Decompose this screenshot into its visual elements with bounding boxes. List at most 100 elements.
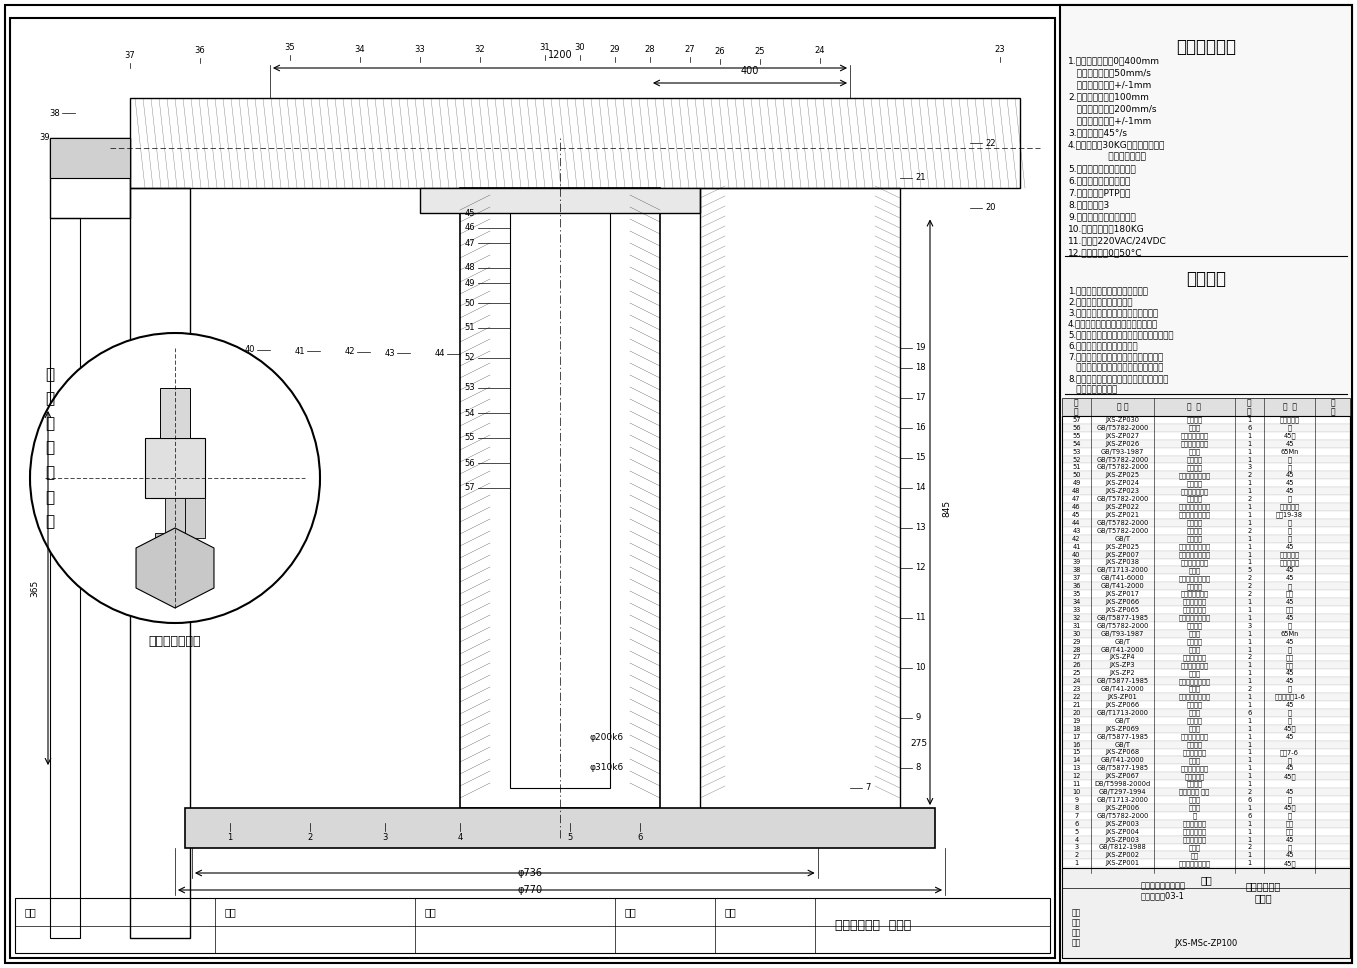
Text: 曲平块导向体: 曲平块导向体 — [1182, 607, 1206, 614]
Text: GB/T: GB/T — [1114, 718, 1130, 724]
Text: 能指标进行检查。: 能指标进行检查。 — [1068, 385, 1117, 394]
Text: 液压缸体: 液压缸体 — [1186, 416, 1202, 423]
Text: 40: 40 — [244, 346, 255, 354]
Text: 铸件液压缸: 铸件液压缸 — [1280, 560, 1300, 565]
Text: 1: 1 — [1247, 766, 1251, 771]
Circle shape — [30, 333, 320, 623]
Text: 1: 1 — [1075, 861, 1079, 866]
Text: 1.水平伸缩位移：0～400mm: 1.水平伸缩位移：0～400mm — [1068, 56, 1160, 65]
Bar — [145, 438, 205, 498]
Text: 双油管: 双油管 — [1189, 425, 1201, 431]
Text: GB/T: GB/T — [1114, 639, 1130, 645]
Bar — [1063, 621, 1350, 630]
Text: JXS-MSc-ZP100: JXS-MSc-ZP100 — [1174, 939, 1238, 948]
Text: 7: 7 — [864, 783, 870, 793]
Text: 51: 51 — [464, 323, 475, 332]
Text: 845: 845 — [942, 499, 951, 517]
Text: 钢: 钢 — [1288, 496, 1292, 502]
Text: 45钢: 45钢 — [1284, 804, 1296, 811]
Text: 32: 32 — [475, 45, 486, 54]
Text: 53: 53 — [464, 383, 475, 392]
Text: 10: 10 — [1072, 789, 1080, 795]
Text: 扁平导角台架: 扁平导角台架 — [1182, 829, 1206, 835]
Text: 曲杆管体: 曲杆管体 — [1186, 702, 1202, 709]
Text: 重复定位精度：+/-1mm: 重复定位精度：+/-1mm — [1068, 116, 1151, 125]
Text: GB/T5877-1985: GB/T5877-1985 — [1096, 615, 1148, 620]
Text: 40: 40 — [1072, 552, 1080, 558]
Text: 钢: 钢 — [1288, 812, 1292, 819]
Text: 钢: 钢 — [1288, 456, 1292, 463]
Text: 12: 12 — [915, 563, 925, 572]
Text: 33: 33 — [1072, 607, 1080, 613]
Text: 41: 41 — [294, 347, 305, 355]
Text: 铝: 铝 — [1288, 647, 1292, 652]
Text: 1: 1 — [1247, 694, 1251, 700]
Text: GB/T812-1988: GB/T812-1988 — [1099, 844, 1147, 851]
Text: 上下料机械手: 上下料机械手 — [1246, 881, 1281, 891]
Text: GB/T5782-2000: GB/T5782-2000 — [1096, 528, 1148, 533]
Bar — [15, 898, 1050, 953]
Text: 1.装配时要选择适当的装配方法；: 1.装配时要选择适当的装配方法； — [1068, 286, 1148, 295]
Text: 审核: 审核 — [225, 907, 236, 917]
Bar — [1063, 456, 1350, 464]
Text: 铸铁液压缸: 铸铁液压缸 — [1280, 503, 1300, 510]
Text: φ736: φ736 — [517, 868, 543, 878]
Text: 1: 1 — [1247, 639, 1251, 645]
Text: 铝: 铝 — [1288, 622, 1292, 629]
Text: 钢: 钢 — [1288, 844, 1292, 851]
Text: 铝: 铝 — [1288, 717, 1292, 724]
Text: 铸铁: 铸铁 — [1285, 821, 1293, 827]
Bar — [1063, 606, 1350, 614]
Text: JXS-ZP069: JXS-ZP069 — [1106, 726, 1140, 732]
Text: 2: 2 — [1247, 497, 1251, 502]
Bar — [1063, 860, 1350, 867]
Text: 45钢: 45钢 — [1284, 725, 1296, 732]
Bar — [1063, 765, 1350, 772]
Text: 1: 1 — [1247, 615, 1251, 620]
Text: 铸件19-38: 铸件19-38 — [1276, 512, 1303, 518]
Text: 42: 42 — [345, 348, 356, 356]
Text: 19: 19 — [1072, 718, 1080, 724]
Text: 1: 1 — [1247, 781, 1251, 787]
Bar — [50, 218, 80, 938]
Text: 50: 50 — [464, 298, 475, 308]
Text: 承重基座中中月: 承重基座中中月 — [1181, 488, 1209, 495]
Text: 1: 1 — [1247, 433, 1251, 439]
Text: JXS-ZP066: JXS-ZP066 — [1106, 599, 1140, 605]
Text: GB/T5782-2000: GB/T5782-2000 — [1096, 813, 1148, 819]
Text: 1: 1 — [1247, 488, 1251, 495]
Text: 钢: 钢 — [1288, 710, 1292, 716]
Text: 51: 51 — [1072, 465, 1080, 470]
Text: 34: 34 — [1072, 599, 1080, 605]
Text: 7.控制方式：PTP方式: 7.控制方式：PTP方式 — [1068, 188, 1130, 197]
Text: 钢: 钢 — [1288, 520, 1292, 527]
Text: GB/T1713-2000: GB/T1713-2000 — [1096, 710, 1148, 716]
Text: 5: 5 — [567, 833, 573, 842]
Text: 承力平管件平片: 承力平管件平片 — [1181, 440, 1209, 447]
Text: 曲平块导向全机体: 曲平块导向全机体 — [1178, 860, 1210, 866]
Text: 7.各导杆进行焊接完成后，对焊缝进行光: 7.各导杆进行焊接完成后，对焊缝进行光 — [1068, 352, 1163, 361]
Text: 曲平状管孔全机体: 曲平状管孔全机体 — [1178, 503, 1210, 510]
Text: 48: 48 — [464, 263, 475, 273]
Text: 24: 24 — [1072, 679, 1080, 684]
Text: 52: 52 — [464, 353, 475, 362]
Text: GB/T5877-1985: GB/T5877-1985 — [1096, 679, 1148, 684]
Text: 1: 1 — [1247, 480, 1251, 486]
Text: GB/T93-1987: GB/T93-1987 — [1101, 448, 1144, 455]
Bar — [1063, 803, 1350, 812]
Text: 凸件管圈: 凸件管圈 — [1186, 528, 1202, 534]
Text: 1: 1 — [1247, 829, 1251, 834]
Text: 内内管: 内内管 — [1189, 797, 1201, 803]
Bar — [50, 138, 130, 178]
Text: GB/T5877-1985: GB/T5877-1985 — [1096, 734, 1148, 740]
Text: 扁平导角台架: 扁平导角台架 — [1182, 836, 1206, 843]
Text: 曲平块圆柱弹簧槽: 曲平块圆柱弹簧槽 — [1178, 615, 1210, 621]
Text: 1200: 1200 — [548, 50, 573, 60]
Bar — [185, 808, 935, 848]
Text: 2: 2 — [1247, 789, 1251, 795]
Text: 1: 1 — [1247, 440, 1251, 446]
Text: 275: 275 — [911, 739, 927, 747]
Text: GB/T41-2000: GB/T41-2000 — [1101, 686, 1144, 692]
Text: 16: 16 — [1072, 741, 1080, 747]
Text: 11: 11 — [1072, 781, 1080, 787]
